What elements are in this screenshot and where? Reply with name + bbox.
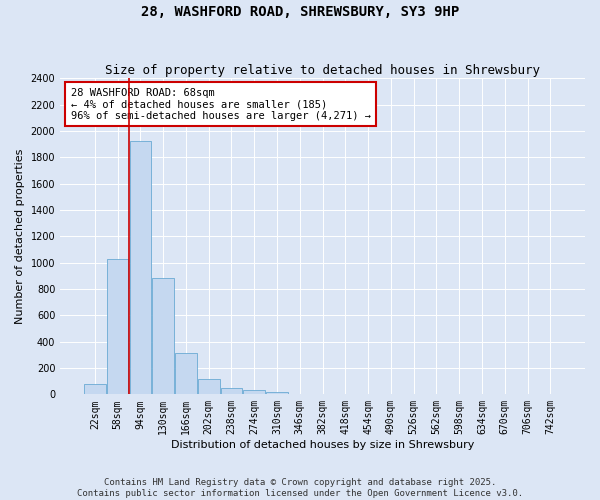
Bar [266, 392, 288, 394]
Bar [198, 379, 220, 394]
Bar [152, 278, 174, 394]
Bar [84, 384, 106, 394]
Bar [107, 258, 128, 394]
Bar [130, 142, 151, 394]
Bar [221, 388, 242, 394]
Text: Contains HM Land Registry data © Crown copyright and database right 2025.
Contai: Contains HM Land Registry data © Crown c… [77, 478, 523, 498]
Title: Size of property relative to detached houses in Shrewsbury: Size of property relative to detached ho… [105, 64, 540, 77]
X-axis label: Distribution of detached houses by size in Shrewsbury: Distribution of detached houses by size … [171, 440, 474, 450]
Text: 28, WASHFORD ROAD, SHREWSBURY, SY3 9HP: 28, WASHFORD ROAD, SHREWSBURY, SY3 9HP [141, 5, 459, 19]
Bar [244, 390, 265, 394]
Text: 28 WASHFORD ROAD: 68sqm
← 4% of detached houses are smaller (185)
96% of semi-de: 28 WASHFORD ROAD: 68sqm ← 4% of detached… [71, 88, 371, 121]
Y-axis label: Number of detached properties: Number of detached properties [15, 148, 25, 324]
Bar [175, 353, 197, 395]
